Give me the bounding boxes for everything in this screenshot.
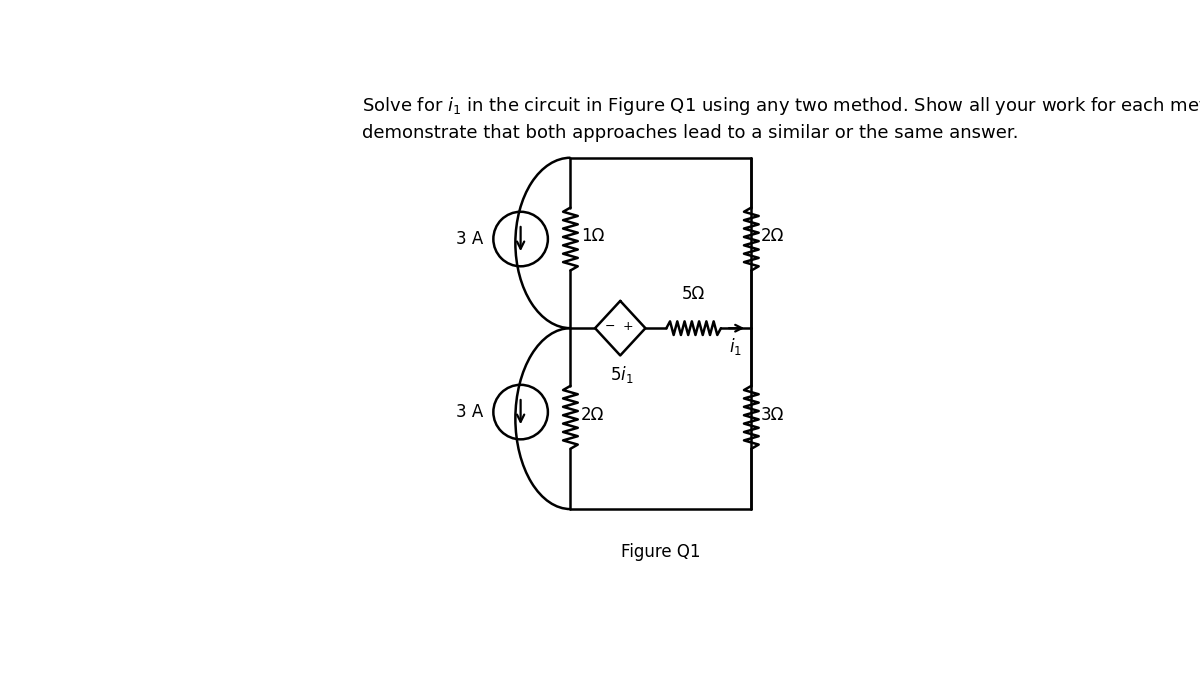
Text: 2Ω: 2Ω: [581, 406, 605, 424]
Text: −: −: [605, 320, 614, 333]
Text: 5Ω: 5Ω: [682, 285, 706, 303]
Text: +: +: [623, 320, 634, 333]
Text: Solve for $i_1$ in the circuit in Figure Q1 using any two method. Show all your : Solve for $i_1$ in the circuit in Figure…: [362, 95, 1200, 142]
Text: 3 A: 3 A: [456, 403, 482, 421]
Text: 3 A: 3 A: [456, 230, 482, 248]
Text: Figure Q1: Figure Q1: [622, 543, 701, 561]
Text: 5$i_1$: 5$i_1$: [610, 364, 634, 385]
Text: 2Ω: 2Ω: [761, 227, 784, 245]
Text: 3Ω: 3Ω: [761, 406, 784, 424]
Text: $i_1$: $i_1$: [730, 336, 742, 357]
Text: 1Ω: 1Ω: [581, 227, 605, 245]
